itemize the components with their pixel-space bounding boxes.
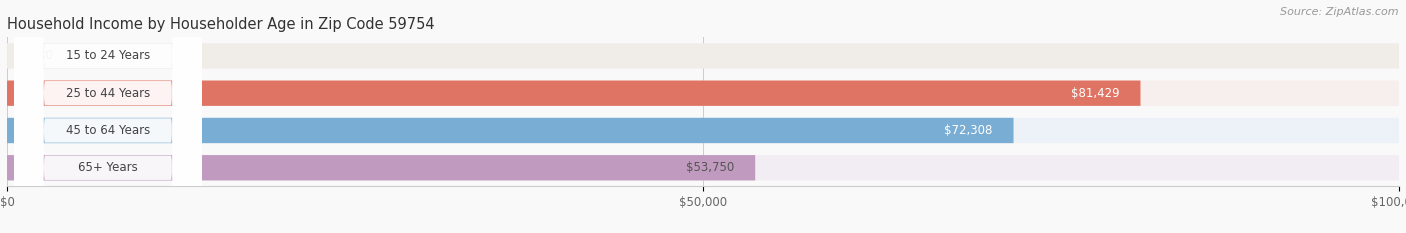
FancyBboxPatch shape: [7, 118, 1399, 143]
FancyBboxPatch shape: [7, 118, 1014, 143]
FancyBboxPatch shape: [7, 155, 755, 180]
Text: $53,750: $53,750: [686, 161, 734, 174]
FancyBboxPatch shape: [7, 43, 1399, 69]
Text: $72,308: $72,308: [945, 124, 993, 137]
Text: 25 to 44 Years: 25 to 44 Years: [66, 87, 150, 100]
FancyBboxPatch shape: [7, 81, 1399, 106]
Text: 15 to 24 Years: 15 to 24 Years: [66, 49, 150, 62]
FancyBboxPatch shape: [14, 0, 202, 233]
Text: $0: $0: [38, 49, 52, 62]
Text: 65+ Years: 65+ Years: [79, 161, 138, 174]
FancyBboxPatch shape: [7, 155, 1399, 180]
Text: 45 to 64 Years: 45 to 64 Years: [66, 124, 150, 137]
FancyBboxPatch shape: [14, 0, 202, 233]
FancyBboxPatch shape: [14, 0, 202, 233]
Text: Source: ZipAtlas.com: Source: ZipAtlas.com: [1281, 7, 1399, 17]
FancyBboxPatch shape: [7, 81, 1140, 106]
Text: Household Income by Householder Age in Zip Code 59754: Household Income by Householder Age in Z…: [7, 17, 434, 32]
Text: $81,429: $81,429: [1071, 87, 1119, 100]
FancyBboxPatch shape: [14, 0, 202, 233]
